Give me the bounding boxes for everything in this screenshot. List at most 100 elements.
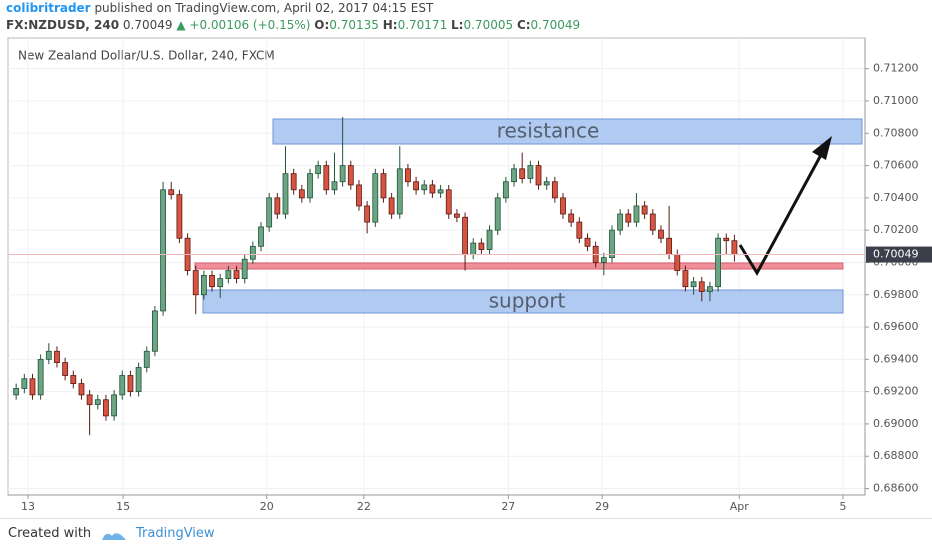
candle-body	[609, 229, 615, 259]
candle-body	[217, 278, 224, 288]
x-tick-label: 27	[501, 500, 515, 513]
ohlc-value: 0.70135	[329, 18, 379, 32]
candle-body	[45, 350, 52, 360]
candle-body	[372, 173, 379, 223]
x-tick-label: 15	[116, 500, 130, 513]
candle-body	[633, 205, 640, 223]
candle-body	[176, 194, 183, 239]
candle-body	[298, 189, 305, 199]
candle-body	[54, 350, 60, 363]
candle-body	[103, 399, 109, 417]
candle-body	[421, 184, 428, 191]
candle-body	[715, 237, 721, 288]
resistance-box	[272, 118, 863, 145]
level-line	[194, 262, 844, 270]
candle-body	[698, 281, 705, 292]
candle-body	[192, 270, 199, 296]
candle-body	[625, 213, 632, 223]
candle-body	[413, 181, 419, 191]
logo	[102, 533, 126, 540]
candle-body	[135, 367, 142, 393]
candle-body	[641, 205, 648, 215]
candle-body	[364, 205, 371, 223]
candle-body	[127, 375, 134, 393]
candle-body	[396, 168, 403, 215]
ohlc-value: 0.70049	[530, 18, 581, 32]
candle-body	[388, 197, 395, 215]
published: published on TradingView.com, April 02, …	[94, 1, 434, 15]
last-price-box	[866, 246, 932, 263]
y-tick-label: 0.70600	[873, 159, 919, 172]
candle-body	[527, 165, 534, 179]
candle-body	[282, 173, 289, 215]
candle-body	[617, 213, 624, 231]
candle-body	[29, 378, 36, 396]
candle-body	[502, 181, 509, 199]
symbol: FX:NZDUSD, 240	[6, 18, 120, 32]
candle-body	[331, 181, 338, 191]
candle-body	[494, 197, 501, 231]
candle-body	[584, 237, 591, 247]
y-tick-label: 0.68800	[873, 449, 919, 462]
y-tick-label: 0.69800	[873, 288, 919, 301]
candle-body	[315, 165, 322, 175]
candle-body	[241, 258, 248, 280]
header: colibritrader published on TradingView.c…	[6, 0, 580, 34]
candle-body	[160, 189, 166, 312]
candle-body	[339, 165, 346, 183]
candle-body	[437, 189, 444, 194]
candle-body	[62, 362, 69, 376]
annotation: resistance	[497, 119, 600, 143]
candle-body	[551, 181, 558, 199]
header-line-2: FX:NZDUSD, 240 0.70049 ▲ +0.00106 (+0.15…	[6, 17, 580, 34]
x-tick-label: 29	[595, 500, 609, 513]
candle-body	[649, 213, 656, 231]
candle-body	[674, 253, 681, 271]
candle-body	[568, 213, 575, 223]
ohlc-value: 0.70171	[397, 18, 448, 32]
candle-body	[274, 197, 281, 215]
y-tick-label: 0.69600	[873, 320, 919, 333]
candle-body	[356, 184, 362, 207]
candle-body	[486, 229, 493, 250]
candle-body	[470, 242, 477, 255]
author[interactable]: colibritrader	[6, 1, 91, 15]
candle-body	[258, 226, 264, 247]
price: 0.70049	[122, 18, 173, 32]
arrow-head	[812, 136, 832, 160]
y-tick-label: 0.68600	[873, 482, 919, 495]
candle-body	[168, 189, 175, 196]
candle-body	[658, 229, 664, 239]
brand[interactable]: TradingView	[136, 526, 215, 541]
candle-body	[666, 237, 673, 255]
last-price-label: 0.70049	[873, 248, 919, 261]
ohlc-label: L:	[451, 18, 464, 32]
y-tick-label: 0.69000	[873, 417, 919, 430]
ohlc-label: C:	[516, 18, 531, 32]
candle-body	[576, 221, 583, 239]
x-tick-label: 20	[260, 500, 274, 513]
candle-body	[233, 270, 240, 280]
candle-body	[152, 310, 158, 352]
candle-body	[731, 240, 738, 255]
candle-body	[454, 213, 460, 218]
candle-body	[478, 242, 485, 250]
candle-body	[111, 394, 118, 417]
ohlc-label: O:	[314, 18, 330, 32]
candle-body	[21, 378, 28, 389]
candle-body	[143, 350, 150, 368]
header-line-1: colibritrader published on TradingView.c…	[6, 0, 580, 17]
candle-body	[225, 270, 232, 280]
y-tick-label: 0.69400	[873, 352, 919, 365]
candle-body	[380, 173, 387, 199]
candle-body	[37, 358, 44, 396]
support-box	[202, 289, 844, 314]
candle-body	[347, 165, 354, 186]
candle-body	[723, 237, 730, 242]
candle-body	[560, 197, 566, 215]
y-tick-label: 0.70400	[873, 191, 919, 204]
candle-body	[543, 181, 550, 186]
candle-body	[209, 274, 215, 288]
y-tick-label: 0.71000	[873, 94, 919, 107]
